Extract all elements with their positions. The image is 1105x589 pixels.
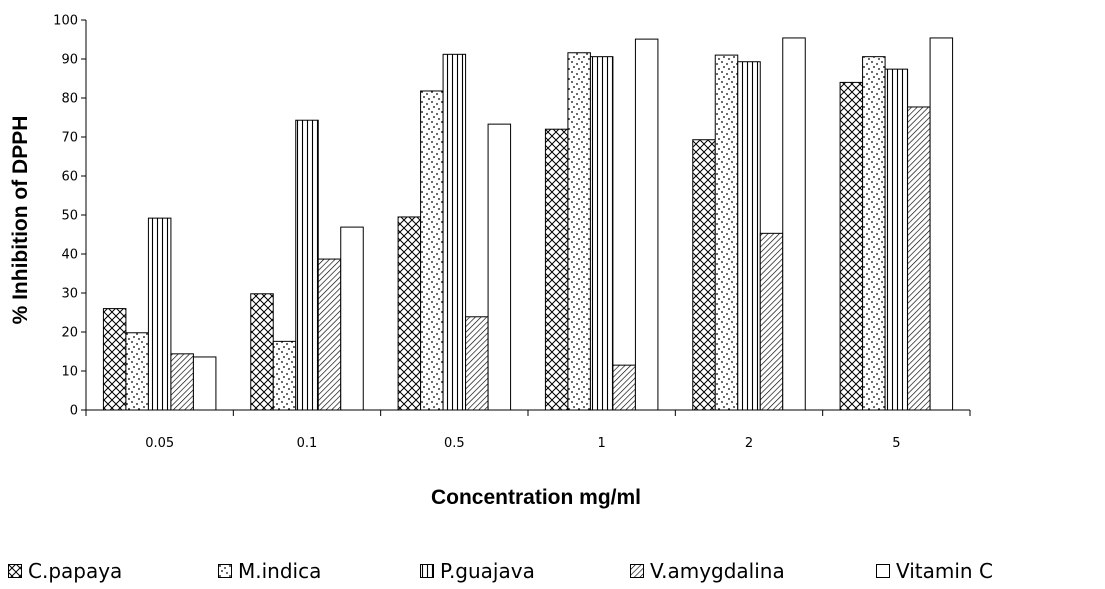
y-tick-label: 90 [61,53,78,68]
bar-m-indica-0_1 [272,340,297,411]
y-tick-label: 100 [53,14,78,29]
legend-label: Vitamin C [896,559,993,583]
bar-v-amygdalina-0_5 [465,316,489,411]
legend-label: M.indica [238,559,322,583]
x-tick-label: 2 [745,436,753,451]
x-tick-label: 0.05 [145,436,174,451]
x-tick-label: 5 [892,436,900,451]
bar-vitamin-c-1 [634,38,659,411]
y-tick-label: 70 [61,131,78,146]
bar-c-papaya-1 [544,128,569,411]
chart-area: % Inhibition of DPPH Concentration mg/ml… [9,14,971,509]
legend-item: Vitamin C [876,553,993,589]
y-tick-label: 0 [70,404,78,419]
bar-p-guajava-0_05 [147,217,172,411]
y-tick-label: 40 [61,248,78,263]
bar-vitamin-c-0_05 [192,356,217,411]
bar-vitamin-c-0_1 [340,226,364,411]
bar-p-guajava-1 [589,56,614,411]
legend-item: P.guajava [420,553,535,589]
legend-item: C.papaya [8,553,122,589]
legend-item: V.amygdalina [630,553,785,589]
legend-swatch-icon [8,564,22,578]
bar-c-papaya-0_1 [250,293,274,411]
bar-c-papaya-0_05 [102,308,127,411]
bar-m-indica-5 [862,56,886,411]
y-tick-label: 30 [61,287,78,302]
bar-v-amygdalina-2 [759,232,784,411]
bar-m-indica-2 [714,54,739,411]
bar-v-amygdalina-0_1 [317,258,342,411]
y-axis-label: % Inhibition of DPPH [9,116,32,325]
bar-vitamin-c-2 [782,37,806,411]
legend-swatch-icon [218,564,232,578]
bar-v-amygdalina-1 [612,364,636,411]
bar-c-papaya-5 [839,81,864,411]
legend-label: P.guajava [440,559,535,583]
bar-c-papaya-0_5 [397,216,422,411]
y-tick-label: 60 [61,170,78,185]
bar-c-papaya-2 [692,139,716,411]
x-axis-label: Concentration mg/ml [431,486,641,509]
bar-p-guajava-2 [737,61,761,411]
plot-layer: 0 10 20 30 40 50 60 70 80 90 100 0.05 0.1 0.5 1 2 5 [53,14,971,451]
bar-p-guajava-5 [884,68,909,411]
bar-p-guajava-0_1 [295,119,319,411]
bar-vitamin-c-0_5 [487,123,512,411]
bar-m-indica-0_5 [420,90,444,411]
legend-swatch-icon [420,564,434,578]
y-tick-label: 10 [61,365,78,380]
y-tick-label: 20 [61,326,78,341]
bar-v-amygdalina-5 [907,106,931,411]
x-tick-label: 1 [598,436,606,451]
legend: C.papaya M.indica P.guajava V.amygdalina Vit… [0,553,1105,589]
x-tick-label: 0.1 [297,436,318,451]
bar-p-guajava-0_5 [442,53,467,411]
legend-item: M.indica [218,553,321,589]
y-tick-label: 80 [61,92,78,107]
y-tick-label: 50 [61,209,78,224]
legend-swatch-icon [876,564,890,578]
legend-label: C.papaya [28,559,123,583]
legend-swatch-icon [630,564,644,578]
x-tick-label: 0.5 [444,436,465,451]
bar-m-indica-0_05 [125,332,149,411]
legend-label: V.amygdalina [650,559,785,583]
bar-v-amygdalina-0_05 [170,353,194,411]
bar-m-indica-1 [567,52,591,411]
bar-vitamin-c-5 [929,37,954,411]
